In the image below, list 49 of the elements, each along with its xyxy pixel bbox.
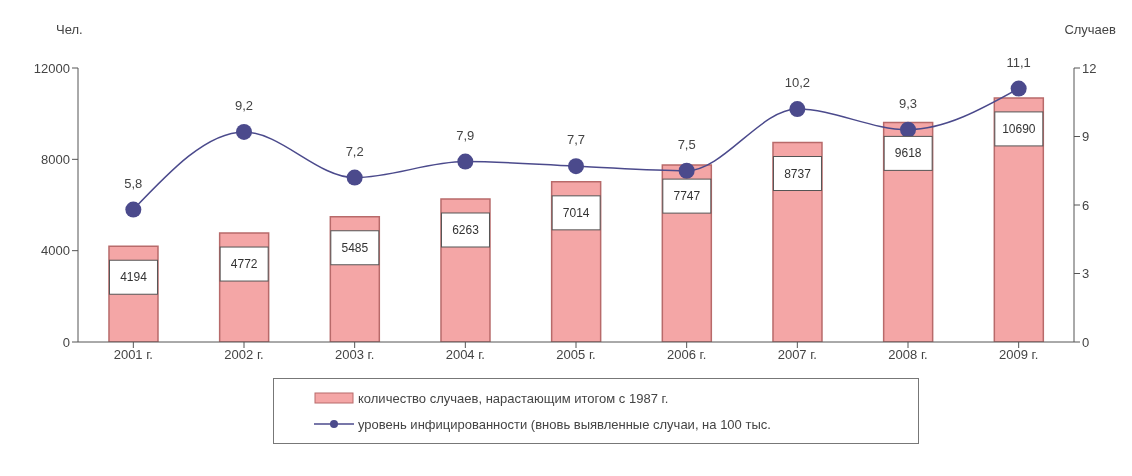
data-label: 8737 [784, 166, 812, 181]
y2-tick-label: 12 [1082, 60, 1097, 76]
x-tick-label: 2008 г. [888, 347, 928, 363]
point [568, 158, 584, 175]
data-label: 7,7 [566, 132, 586, 148]
point [678, 162, 695, 179]
data-label: 5,8 [124, 175, 143, 191]
point [1010, 80, 1027, 97]
x-tick-label: 2006 г. [667, 347, 707, 363]
data-label: 9,2 [234, 97, 254, 113]
data-label: 5485 [341, 240, 369, 255]
y2-tick-label: 9 [1082, 129, 1090, 145]
point [236, 123, 252, 140]
data-label: 10690 [1002, 121, 1036, 136]
data-label: 9618 [894, 146, 922, 161]
legend-label: уровень инфицированности (вновь выявленные случаи, на 100 тыс. [358, 416, 771, 432]
y-axis-title: Чел. [56, 22, 83, 37]
data-label: 7747 [673, 189, 701, 204]
y2-tick-label: 3 [1082, 266, 1090, 282]
point [125, 201, 142, 218]
data-label: 7,5 [677, 136, 696, 152]
data-label: 6263 [452, 222, 480, 237]
x-tick-label: 2002 г. [224, 347, 264, 363]
x-tick-label: 2009 г. [999, 347, 1039, 363]
y2-axis-title: Случаев [1064, 22, 1116, 37]
y-tick-label: 12000 [33, 60, 70, 76]
y-tick-label: 0 [62, 334, 70, 350]
data-label: 4194 [120, 270, 148, 285]
data-label: 11,1 [1006, 54, 1031, 70]
data-label: 7,2 [345, 143, 364, 159]
point [789, 101, 806, 118]
y-tick-label: 8000 [41, 151, 70, 167]
data-label: 10,2 [784, 75, 810, 91]
y-tick-label: 4000 [41, 243, 70, 259]
data-label: 9,3 [898, 95, 918, 111]
y2-tick-label: 6 [1082, 197, 1090, 213]
y2-tick-label: 0 [1082, 334, 1090, 350]
x-tick-label: 2004 г. [445, 347, 485, 363]
point [900, 121, 916, 138]
data-label: 4772 [230, 257, 258, 272]
x-tick-label: 2003 г. [335, 347, 375, 363]
x-tick-label: 2005 г. [556, 347, 596, 363]
data-label: 7014 [562, 205, 590, 220]
x-tick-label: 2001 г. [113, 347, 153, 363]
legend-label: количество случаев, нарастающим итогом с 1987 г. [358, 390, 669, 406]
x-tick-label: 2007 г. [777, 347, 817, 363]
point [346, 169, 363, 186]
data-label: 7,9 [456, 127, 475, 143]
point [457, 153, 474, 170]
